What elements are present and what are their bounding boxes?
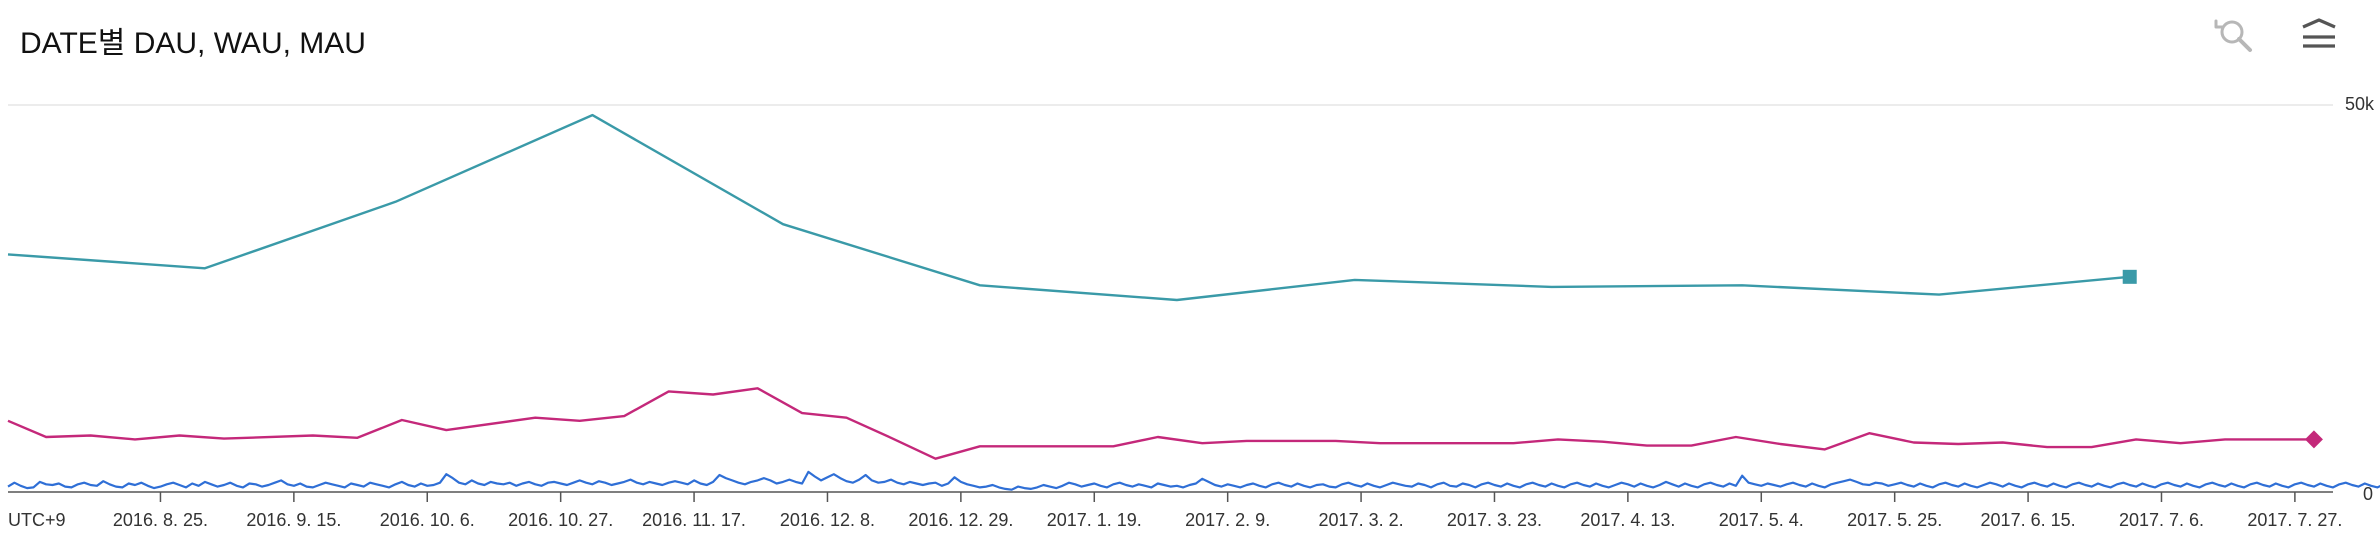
x-tick-label: 2017. 5. 4. (1719, 510, 1804, 530)
y-tick-label-min: 0 (2363, 484, 2373, 504)
x-tick-label: 2016. 12. 8. (780, 510, 875, 530)
x-tick-label: 2016. 10. 27. (508, 510, 613, 530)
series-end-marker-wau[interactable] (2304, 430, 2323, 449)
series-line-dau[interactable] (7, 470, 2380, 491)
menu-icon (2302, 18, 2336, 48)
series-line-mau[interactable] (7, 113, 2130, 302)
x-tick-label: 2017. 2. 9. (1185, 510, 1270, 530)
x-tick-label: 2017. 5. 25. (1847, 510, 1942, 530)
x-tick-label: 2017. 3. 2. (1319, 510, 1404, 530)
series-end-marker-mau[interactable] (2122, 269, 2137, 284)
series-line-wau[interactable] (7, 387, 2314, 460)
series-markers (2122, 269, 2323, 449)
x-tick-label: 2017. 3. 23. (1447, 510, 1542, 530)
x-tick-label: 2016. 8. 25. (113, 510, 208, 530)
x-tick-label: 2016. 12. 29. (908, 510, 1013, 530)
series-group (7, 113, 2380, 491)
y-tick-label-max: 50k (2345, 94, 2375, 114)
x-tick-label: 2017. 1. 19. (1047, 510, 1142, 530)
x-axis-label: UTC+9 (8, 510, 66, 530)
x-tick-label: 2016. 11. 17. (642, 510, 746, 530)
x-tick-label: 2017. 4. 13. (1580, 510, 1675, 530)
x-tick-label: 2016. 9. 15. (246, 510, 341, 530)
zoom-reset-button[interactable] (2210, 14, 2256, 60)
x-tick-label: 2016. 10. 6. (380, 510, 475, 530)
chart-title: DATE별 DAU, WAU, MAU (20, 27, 366, 60)
x-axis: 50k 0 UTC+9 2016. 8. 25. 2016. 9. 15. 2016. 1… (8, 94, 2375, 530)
x-tick-label: 2017. 6. 15. (1981, 510, 2076, 530)
menu-button[interactable] (2296, 14, 2342, 60)
chart-toolbar (2210, 14, 2342, 60)
x-tick-label: 2017. 7. 6. (2119, 510, 2204, 530)
x-tick-label: 2017. 7. 27. (2247, 510, 2342, 530)
zoom-reset-icon (2214, 19, 2252, 52)
